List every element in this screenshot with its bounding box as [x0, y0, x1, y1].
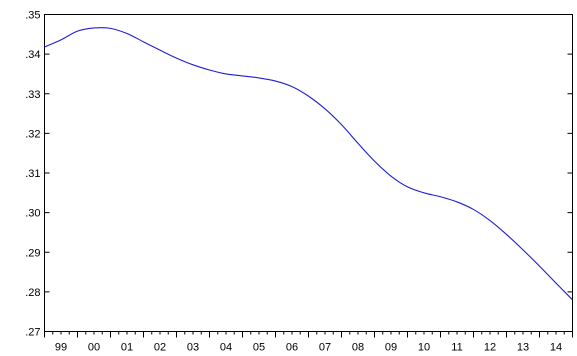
x-tick-label: 03 — [187, 342, 199, 354]
x-tick-label: 09 — [385, 342, 397, 354]
y-tick-label: .27 — [25, 327, 40, 339]
x-tick-label: 08 — [352, 342, 364, 354]
x-tick-label: 10 — [418, 342, 430, 354]
series-line — [44, 27, 573, 301]
x-tick-label: 07 — [319, 342, 331, 354]
x-tick-label: 11 — [451, 342, 462, 354]
x-tick-label: 04 — [220, 342, 232, 354]
x-tick-label: 06 — [286, 342, 298, 354]
y-tick-label: .33 — [25, 89, 40, 101]
y-tick-label: .32 — [25, 128, 40, 140]
x-tick-label: 12 — [484, 342, 496, 354]
y-tick-label: .29 — [25, 247, 40, 259]
x-tick-label: 13 — [517, 342, 529, 354]
x-tick-label: 14 — [550, 342, 562, 354]
x-tick-label: 02 — [154, 342, 166, 354]
x-tick-label: 99 — [55, 342, 67, 354]
y-tick-label: .31 — [25, 168, 40, 180]
y-axis: .27 .28 .29 .30 .31 .32 .33 .34 .35 — [25, 10, 573, 339]
series-layer — [44, 27, 573, 301]
plot-frame — [44, 14, 573, 332]
x-tick-label: 05 — [253, 342, 265, 354]
y-tick-label: .35 — [25, 10, 40, 22]
x-tick-label: 00 — [88, 342, 100, 354]
y-tick-label: .34 — [25, 49, 40, 61]
x-tick-label: 01 — [121, 342, 133, 354]
y-tick-label: .30 — [25, 208, 40, 220]
y-tick-label: .28 — [25, 287, 40, 299]
x-axis: 99 00 01 02 03 04 05 06 07 08 09 10 11 12 13 14 — [44, 331, 573, 354]
